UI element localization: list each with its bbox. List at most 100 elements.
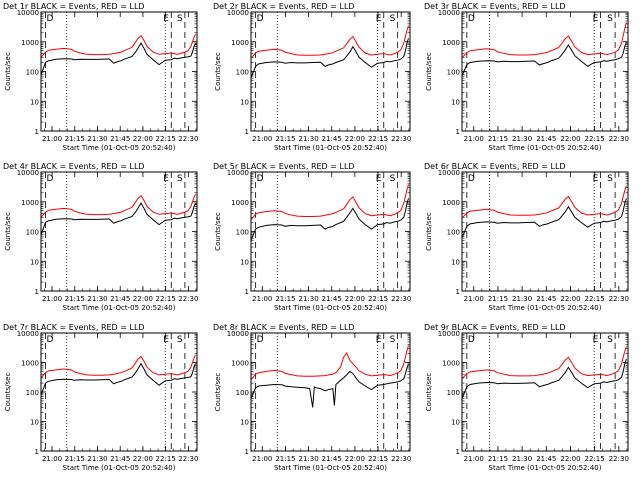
x-tick-label: 21:15 (488, 295, 508, 303)
lld-series-line (250, 345, 409, 381)
y-tick-label: 1000 (442, 360, 460, 368)
marker-label: E (593, 335, 599, 345)
panel-title: Det 6r BLACK = Events, RED = LLD (424, 162, 566, 171)
marker-label: D (47, 14, 54, 24)
x-tick-label: 21:00 (42, 295, 62, 303)
marker-label: S (390, 14, 396, 24)
x-tick-label: 21:45 (536, 455, 556, 463)
lld-series-line (250, 184, 409, 221)
x-tick-label: 21:00 (252, 135, 272, 143)
x-tick-label: 22:15 (585, 135, 605, 143)
x-tick-label: 22:30 (391, 295, 411, 303)
x-tick-label: 21:30 (87, 455, 107, 463)
y-axis-label: Counts/sec (214, 52, 222, 91)
x-tick-label: 22:00 (133, 295, 153, 303)
y-tick-label: 100 (447, 69, 460, 77)
y-axis-label: Counts/sec (214, 212, 222, 251)
lld-series-line (250, 25, 409, 59)
y-tick-label: 10000 (17, 169, 39, 177)
x-tick-label: 21:15 (488, 135, 508, 143)
y-tick-label: 1000 (442, 39, 460, 47)
plot-frame (250, 171, 411, 292)
x-tick-label: 21:45 (322, 295, 342, 303)
marker-label: S (607, 14, 613, 24)
y-tick-label: 1000 (21, 199, 39, 207)
x-tick-label: 22:00 (560, 295, 580, 303)
y-tick-label: 100 (236, 69, 249, 77)
x-tick-label: 22:30 (609, 135, 629, 143)
marker-label: S (607, 174, 613, 184)
x-tick-label: 22:00 (560, 455, 580, 463)
panel-title: Det 3r BLACK = Events, RED = LLD (424, 2, 566, 11)
y-tick-label: 100 (236, 229, 249, 237)
lld-series-line (40, 354, 196, 379)
x-tick-label: 21:15 (275, 295, 295, 303)
x-tick-label: 21:45 (110, 455, 130, 463)
x-tick-label: 21:30 (87, 135, 107, 143)
detector-panel: Det 4r BLACK = Events, RED = LLD Counts/s… (3, 162, 198, 312)
x-axis-label: Start Time (01-Oct-05 20:52:40) (63, 304, 176, 312)
marker-label: E (376, 335, 382, 345)
detector-panel: Det 9r BLACK = Events, RED = LLD Counts/s… (424, 323, 629, 472)
x-tick-label: 21:00 (42, 135, 62, 143)
x-tick-label: 22:15 (585, 295, 605, 303)
detector-panel: Det 7r BLACK = Events, RED = LLD Counts/s… (3, 323, 198, 472)
y-tick-label: 10000 (438, 330, 460, 338)
marker-label: S (390, 174, 396, 184)
x-tick-label: 21:00 (42, 455, 62, 463)
y-axis-label: Counts/sec (425, 373, 433, 412)
events-series-line (250, 363, 409, 408)
y-axis-label: Counts/sec (214, 373, 222, 412)
y-tick-label: 100 (26, 389, 39, 397)
x-tick-label: 21:30 (87, 295, 107, 303)
x-axis-label: Start Time (01-Oct-05 20:52:40) (489, 464, 602, 472)
x-tick-label: 21:00 (464, 455, 484, 463)
marker-label: E (376, 14, 382, 24)
events-series-line (250, 198, 409, 241)
marker-label: E (163, 174, 169, 184)
y-tick-label: 10 (240, 419, 249, 427)
panel-title: Det 4r BLACK = Events, RED = LLD (3, 162, 145, 171)
marker-label: S (177, 174, 183, 184)
x-tick-label: 21:30 (298, 295, 318, 303)
y-tick-label: 1000 (21, 39, 39, 47)
events-series-line (461, 41, 627, 77)
x-tick-label: 21:30 (512, 135, 532, 143)
marker-label: D (468, 174, 475, 184)
x-tick-label: 22:00 (345, 295, 365, 303)
y-tick-label: 1 (35, 128, 39, 136)
plot-frame (250, 11, 411, 132)
y-tick-label: 10 (30, 258, 39, 266)
x-tick-label: 21:15 (65, 455, 85, 463)
x-tick-label: 22:30 (178, 135, 198, 143)
y-axis-label: Counts/sec (4, 373, 12, 412)
y-tick-label: 1000 (231, 360, 249, 368)
lld-series-line (461, 185, 627, 219)
marker-label: D (47, 174, 54, 184)
y-tick-label: 1 (456, 448, 460, 456)
plot-frame (461, 171, 629, 292)
y-axis-label: Counts/sec (425, 212, 433, 251)
x-tick-label: 22:30 (178, 295, 198, 303)
x-tick-label: 22:15 (585, 455, 605, 463)
y-tick-label: 1 (245, 448, 249, 456)
marker-label: D (47, 335, 54, 345)
y-tick-label: 10 (240, 258, 249, 266)
x-tick-label: 22:30 (178, 455, 198, 463)
detector-panel: Det 5r BLACK = Events, RED = LLD Counts/s… (213, 162, 411, 312)
marker-label: E (593, 174, 599, 184)
y-tick-label: 100 (236, 389, 249, 397)
detector-panel: Det 6r BLACK = Events, RED = LLD Counts/s… (424, 162, 629, 312)
panel-title: Det 5r BLACK = Events, RED = LLD (213, 162, 355, 171)
y-tick-label: 100 (26, 229, 39, 237)
x-tick-label: 21:00 (252, 295, 272, 303)
marker-label: E (593, 14, 599, 24)
panel-title: Det 7r BLACK = Events, RED = LLD (3, 323, 145, 332)
x-tick-label: 22:15 (368, 295, 388, 303)
x-axis-label: Start Time (01-Oct-05 20:52:40) (489, 144, 602, 152)
x-tick-label: 21:45 (536, 295, 556, 303)
y-tick-label: 1000 (231, 39, 249, 47)
x-tick-label: 21:15 (488, 455, 508, 463)
y-tick-label: 1 (245, 128, 249, 136)
events-series-line (461, 358, 627, 399)
